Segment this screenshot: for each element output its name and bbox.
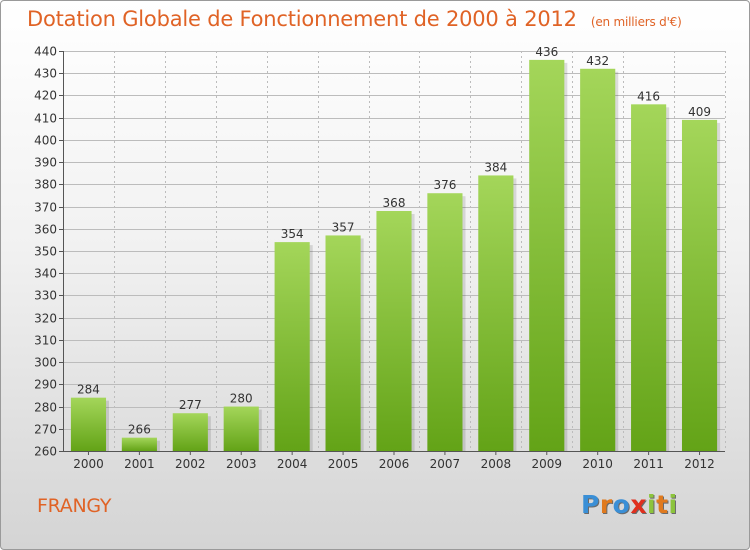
x-tick-label: 2006: [379, 457, 410, 471]
x-tick-label: 2004: [277, 457, 308, 471]
x-tick-label: 2005: [328, 457, 359, 471]
commune-name: FRANGY: [37, 495, 112, 517]
bar-value-label: 354: [281, 227, 304, 241]
bar: [121, 437, 157, 451]
y-tick-label: 260: [34, 445, 57, 459]
x-tick-label: 2000: [73, 457, 104, 471]
bar-value-label: 266: [128, 423, 151, 437]
x-tick-label: 2003: [226, 457, 257, 471]
bar: [478, 175, 514, 451]
bar: [223, 406, 259, 451]
bar-value-label: 432: [586, 54, 609, 68]
y-tick-label: 410: [34, 112, 57, 126]
bar: [681, 119, 718, 451]
y-tick-label: 400: [34, 134, 57, 148]
bar: [376, 211, 412, 451]
y-tick-label: 320: [34, 312, 57, 326]
y-tick-label: 310: [34, 334, 57, 348]
chart-title: Dotation Globale de Fonctionnement de 20…: [27, 7, 682, 31]
y-tick-label: 280: [34, 401, 57, 415]
bar: [580, 68, 616, 452]
logo-letter: x: [630, 490, 647, 519]
chart-title-text: Dotation Globale de Fonctionnement de 20…: [27, 7, 577, 31]
bar-value-label: 368: [383, 196, 406, 210]
bar: [274, 242, 310, 451]
bar-value-label: 436: [535, 45, 558, 59]
bar-value-label: 357: [332, 220, 355, 234]
bar: [529, 59, 565, 452]
bar: [70, 397, 107, 451]
y-tick-label: 440: [34, 45, 57, 59]
logo-letter: P: [581, 490, 600, 519]
data-labels: 284 266 277 280 354 357 368 376 384 436 432 416 409: [77, 45, 711, 437]
logo-letter: i: [647, 490, 657, 519]
x-tick-label: 2001: [124, 457, 155, 471]
y-tick-label: 430: [34, 67, 57, 81]
y-tick-label: 350: [34, 245, 57, 259]
y-tick-label: 360: [34, 223, 57, 237]
bar-value-label: 284: [77, 383, 100, 397]
bar: [631, 104, 667, 451]
logo-letter: t: [656, 490, 669, 519]
logo-letter: o: [612, 490, 631, 519]
bar-value-label: 409: [688, 105, 711, 119]
y-tick-label: 270: [34, 423, 57, 437]
y-tick-label: 330: [34, 289, 57, 303]
bar-value-label: 384: [484, 160, 507, 174]
y-tick-label: 340: [34, 267, 57, 281]
bar-value-label: 280: [230, 392, 253, 406]
bar-value-label: 416: [637, 89, 660, 103]
x-tick-label: 2009: [531, 457, 562, 471]
bar: [172, 413, 208, 451]
x-tick-label: 2010: [582, 457, 613, 471]
x-tick-label: 2011: [633, 457, 664, 471]
y-tick-label: 380: [34, 178, 57, 192]
logo-letter: r: [599, 490, 613, 519]
y-tick-label: 300: [34, 356, 57, 370]
y-tick-label: 290: [34, 378, 57, 392]
bar-value-label: 376: [433, 178, 456, 192]
bars: [70, 59, 721, 452]
y-tick-label: 420: [34, 89, 57, 103]
bar: [325, 235, 361, 451]
logo-letter: i: [668, 490, 678, 519]
bar: [427, 193, 463, 451]
y-tick-label: 370: [34, 201, 57, 215]
axes: 260 270 280 290 300 310 320 330 340 350 360 370 380 3…: [34, 45, 725, 471]
x-tick-label: 2012: [684, 457, 715, 471]
bar-value-label: 277: [179, 398, 202, 412]
x-tick-label: 2007: [430, 457, 461, 471]
y-tick-label: 390: [34, 156, 57, 170]
x-tick-label: 2002: [175, 457, 206, 471]
proxiti-logo[interactable]: Proxiti: [581, 490, 678, 519]
x-tick-label: 2008: [481, 457, 512, 471]
chart-subtitle: (en milliers d'€): [590, 15, 682, 29]
